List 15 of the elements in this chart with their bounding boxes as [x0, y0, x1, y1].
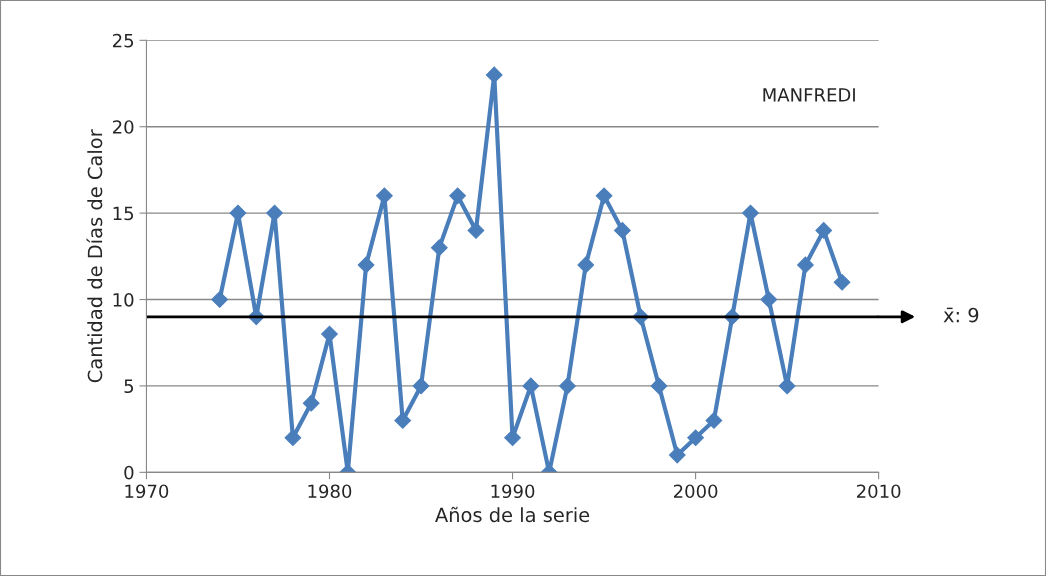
y-tick-label: 25: [112, 33, 134, 48]
x-tick-label: 2000: [673, 484, 718, 499]
y-tick-label: 20: [112, 120, 134, 134]
y-tick-label: 0: [124, 465, 134, 480]
annotation: MANFREDI: [763, 88, 855, 102]
x-axis-title: Años de la serie: [435, 506, 590, 523]
y-axis-title: Cantidad de Días de Calor: [86, 129, 103, 383]
x-tick-label: 1990: [491, 484, 535, 499]
ref-line-label: x̄: 9: [943, 307, 979, 323]
x-tick-label: 1970: [125, 484, 169, 499]
y-tick-label: 15: [113, 206, 134, 221]
x-tick-label: 2010: [856, 484, 901, 499]
x-tick-label: 1980: [308, 484, 352, 499]
y-tick-label: 10: [113, 292, 134, 307]
y-tick-label: 5: [124, 379, 134, 394]
